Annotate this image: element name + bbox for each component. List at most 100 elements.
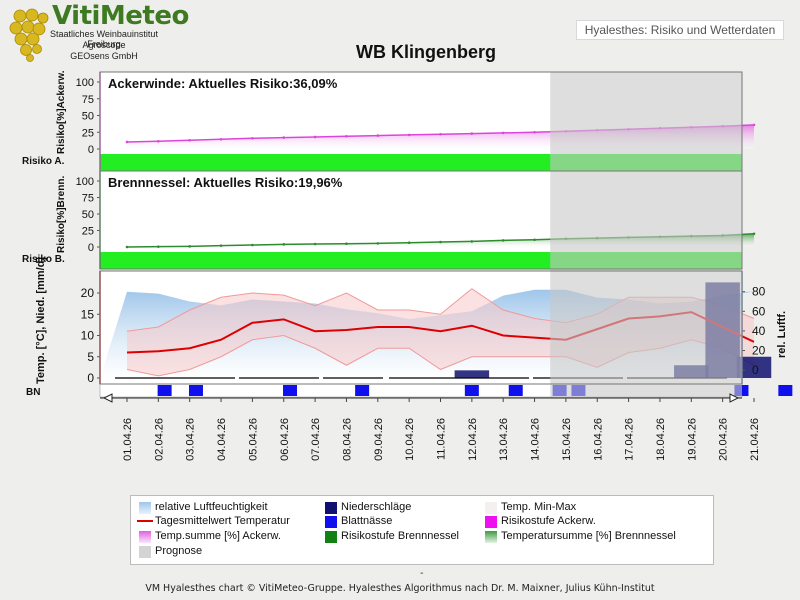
risk-panel-title: Brennnessel: Aktuelles Risiko:19,96% [108, 175, 343, 190]
x-tick-label: 11.04.26 [436, 418, 448, 460]
y-tick-label: 0 [88, 242, 94, 254]
leaf-wetness-mark [778, 385, 793, 396]
risk-point [345, 242, 348, 245]
y-tick-label: 75 [82, 94, 94, 106]
risk-point [376, 134, 380, 137]
legend-swatch-forecast [139, 546, 151, 558]
risk-point [470, 240, 474, 243]
y-left-tick-label: 15 [81, 307, 95, 321]
risk-point [313, 242, 317, 246]
risk-point [313, 135, 317, 139]
risk-y-label: Risiko[%]Ackerw. [56, 70, 67, 154]
x-tick-label: 14.04.26 [530, 418, 542, 461]
y-right-tick-label: 80 [752, 285, 766, 299]
x-tick-label: 16.04.26 [592, 418, 604, 461]
risk-point [251, 136, 254, 140]
x-tick-label: 10.04.26 [404, 418, 416, 461]
legend-risk-brenn: Risikostufe Brennnessel [341, 530, 460, 542]
leaf-wetness-mark [188, 385, 203, 396]
forecast-shade [550, 72, 742, 397]
risk-point [282, 243, 286, 246]
y-right-tick-label: 20 [752, 344, 766, 358]
header-tab[interactable]: Hyalesthes: Risiko und Wetterdaten [576, 20, 784, 40]
y-left-tick-label: 20 [81, 286, 95, 300]
risk-point [501, 239, 505, 242]
y-right-tick-label: 40 [752, 324, 766, 338]
x-tick-label: 01.04.26 [122, 418, 134, 461]
risk-point [188, 138, 191, 142]
legend-swatch-tempsum-ackerw [139, 531, 151, 543]
risk-point [470, 132, 474, 135]
x-tick-label: 08.04.26 [341, 418, 353, 461]
leaf-wetness-mark [464, 385, 479, 396]
legend-tempsum-ackerw: Temp.summe [%] Ackerw. [155, 530, 281, 542]
risk-band-label: Risiko B. [22, 254, 65, 265]
x-tick-label: 03.04.26 [185, 418, 197, 461]
x-tick-label: 18.04.26 [655, 418, 667, 461]
y-left-tick-label: 5 [87, 350, 94, 364]
legend-precip: Niederschläge [341, 501, 412, 513]
weather-y-left-label: Temp. [°C], Nied. [mm/d] [35, 257, 47, 384]
x-tick-label: 21.04.26 [749, 418, 761, 461]
legend-swatch-tempsum-brenn [485, 531, 497, 543]
risk-point [157, 139, 160, 143]
panel-border [99, 270, 743, 385]
y-tick-label: 25 [82, 127, 94, 139]
risk-point [407, 133, 411, 137]
legend-risk-ackerw: Risikostufe Ackerw. [501, 515, 596, 527]
x-tick-label: 09.04.26 [373, 418, 385, 461]
risk-point [439, 240, 442, 244]
risk-point [533, 238, 536, 242]
legend-swatch-humidity [139, 502, 151, 514]
risk-point [533, 130, 536, 134]
legend-swatch-minmax [485, 502, 497, 514]
legend-swatch-precip [325, 502, 337, 514]
grape-logo-icon [9, 8, 49, 62]
vitimeteo-logo: VitiMeteo Staatliches Weinbauinstitut Fr… [4, 1, 194, 64]
risk-point [219, 137, 223, 141]
brand-name: VitiMeteo [52, 1, 189, 31]
precip-bar [736, 356, 772, 378]
chart-legend: relative Luftfeuchtigkeit Niederschläge … [130, 495, 714, 565]
risk-point [376, 242, 380, 245]
legend-minmax: Temp. Min-Max [501, 501, 577, 513]
risk-point [282, 136, 286, 139]
legend-swatch-risk-ackerw [485, 516, 497, 528]
x-tick-label: 07.04.26 [310, 418, 322, 461]
leaf-wetness-mark [157, 385, 172, 396]
y-tick-label: 25 [82, 226, 94, 238]
legend-temp: Tagesmittelwert Temperatur [155, 515, 290, 527]
leaf-wetness-mark [508, 385, 523, 396]
leaf-wetness-mark [283, 385, 298, 396]
bn-label: BN [26, 387, 40, 398]
risk-point [251, 243, 254, 247]
y-tick-label: 75 [82, 193, 94, 205]
risk-point [157, 245, 160, 248]
range-slider-right-handle [729, 393, 740, 403]
x-tick-label: 15.04.26 [561, 418, 573, 461]
footer-credits: VM Hyalesthes chart © VitiMeteo-Gruppe. … [145, 583, 655, 594]
org-line-3: GEOsens GmbH [70, 51, 138, 61]
chart-title: WB Klingenberg [356, 42, 496, 62]
x-tick-label: 13.04.26 [498, 418, 510, 461]
legend-swatch-risk-brenn [325, 531, 337, 543]
x-tick-label: 02.04.26 [153, 418, 165, 461]
risk-point [125, 140, 129, 144]
y-tick-label: 50 [82, 111, 94, 123]
risk-y-label: Risiko[%]Brenn. [56, 176, 67, 253]
legend-tempsum-brenn: Temperatursumme [%] Brennnessel [501, 530, 676, 542]
x-tick-label: 05.04.26 [247, 418, 259, 461]
risk-point [219, 244, 223, 247]
risk-point [501, 131, 505, 135]
x-tick-label: 19.04.26 [686, 418, 698, 461]
y-tick-label: 100 [76, 77, 94, 89]
x-tick-label: 12.04.26 [467, 418, 479, 461]
y-right-tick-label: 60 [752, 304, 766, 318]
risk-point [125, 245, 129, 249]
panel-border [99, 170, 743, 270]
y-left-tick-label: 0 [87, 371, 94, 385]
risk-point [752, 232, 756, 236]
x-tick-label: 04.04.26 [216, 418, 228, 461]
risk-point [188, 245, 191, 248]
risk-point [407, 241, 411, 245]
